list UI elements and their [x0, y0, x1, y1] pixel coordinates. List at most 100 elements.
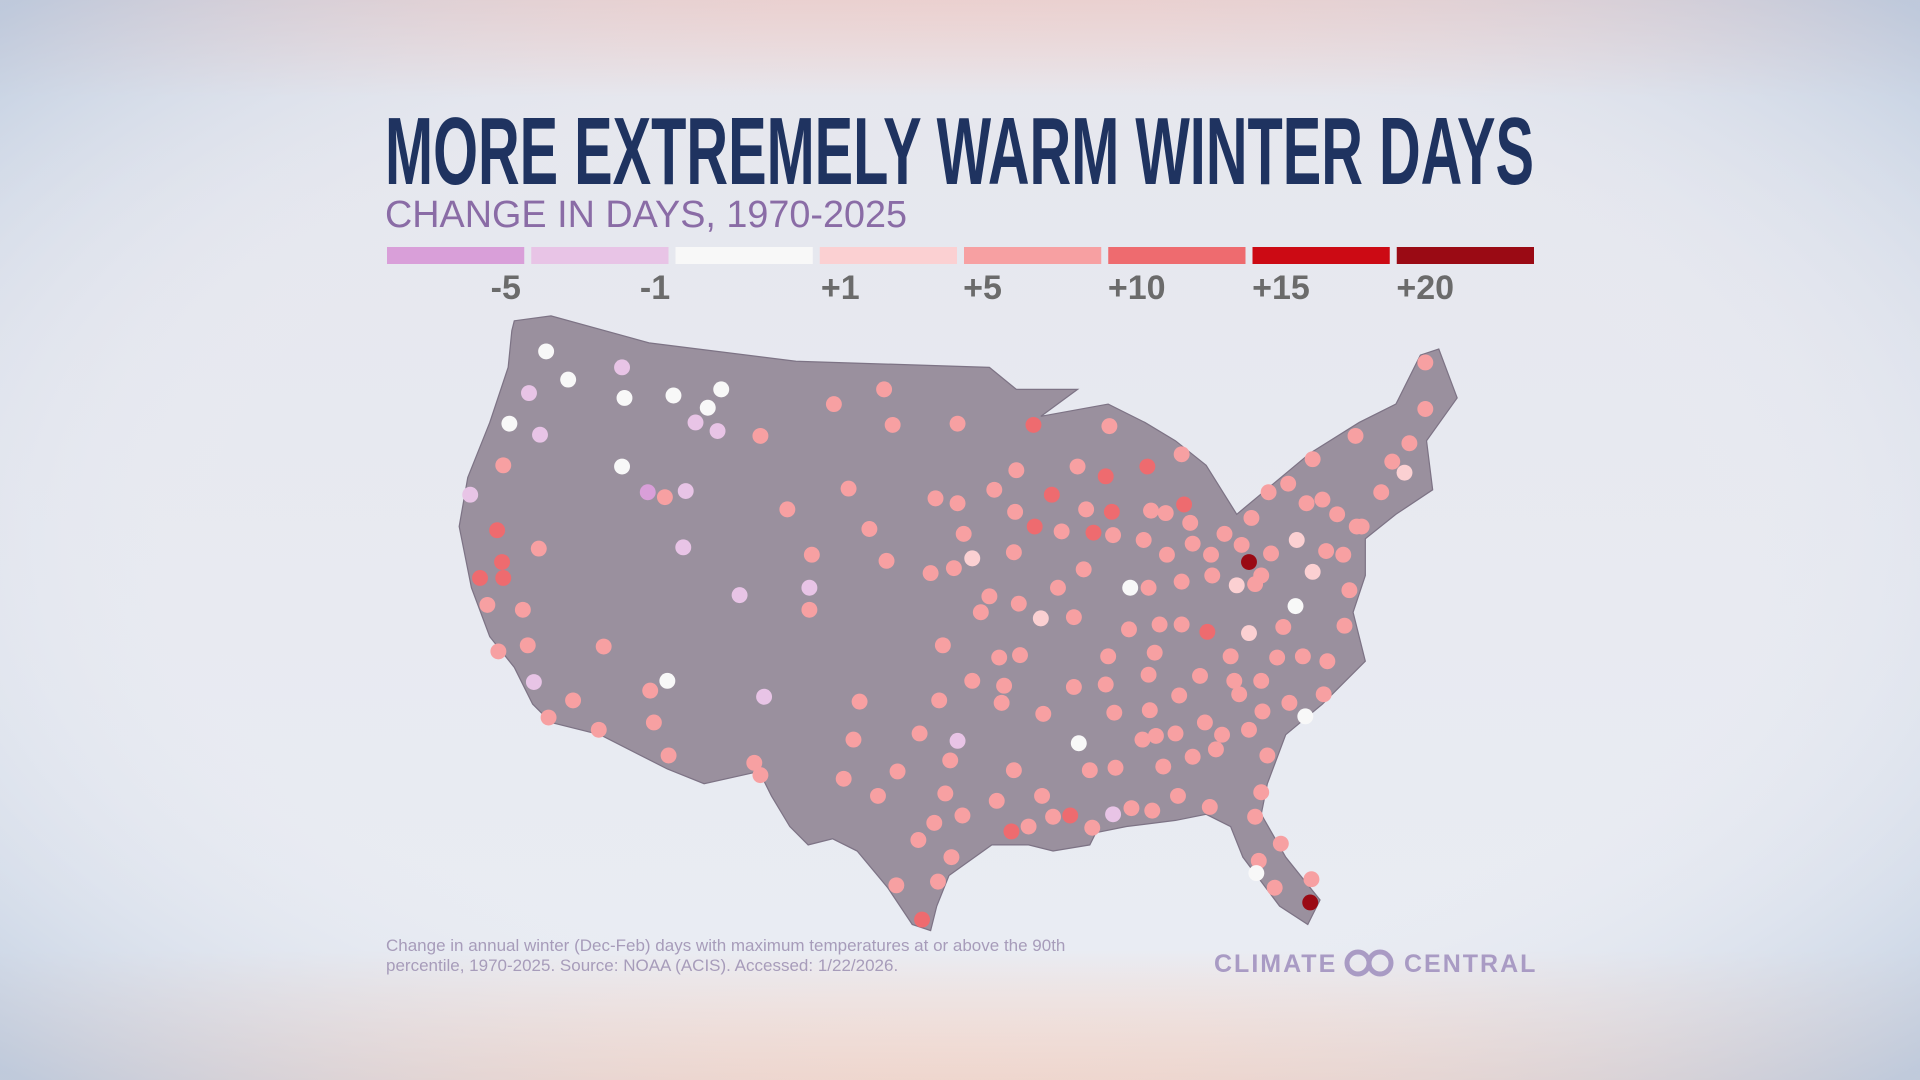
legend: -5 -1 +1 +5 +10 +15 +20: [387, 247, 1534, 307]
station-dot: [1233, 536, 1250, 553]
station-dot: [1184, 748, 1201, 765]
station-dot: [964, 550, 981, 567]
station-dot: [1075, 561, 1092, 578]
station-dot: [1155, 758, 1172, 775]
legend-label: +1: [821, 269, 860, 307]
station-dot: [931, 692, 948, 709]
station-dot: [752, 767, 769, 784]
station-dot: [1167, 725, 1184, 742]
station-dot: [845, 731, 862, 748]
station-dot: [1302, 894, 1319, 911]
legend-label: -1: [640, 269, 670, 307]
legend-label: +10: [1108, 269, 1166, 307]
station-dot: [1182, 514, 1199, 531]
station-dot: [801, 601, 818, 618]
station-dot: [1203, 546, 1219, 563]
station-dot: [1139, 458, 1156, 475]
station-dot: [876, 381, 893, 398]
station-dot: [1062, 807, 1079, 824]
station-dot: [1065, 678, 1082, 695]
station-dot: [1140, 666, 1157, 683]
station-dot: [1146, 644, 1163, 661]
station-dot: [801, 579, 818, 596]
station-dot: [1335, 546, 1352, 563]
station-dot: [1303, 871, 1320, 888]
station-dot: [731, 587, 748, 604]
station-dot: [1384, 453, 1401, 470]
station-dot: [1241, 554, 1257, 571]
station-dot: [1319, 653, 1336, 670]
station-dot: [1259, 747, 1276, 764]
station-dot: [532, 426, 548, 443]
station-dot: [642, 682, 659, 699]
station-dot: [479, 596, 496, 613]
legend-swatch: [387, 247, 525, 264]
station-dot: [1263, 545, 1279, 562]
station-dot: [1084, 819, 1101, 836]
station-dot: [991, 649, 1008, 666]
station-dot: [851, 693, 868, 710]
station-dot: [1100, 648, 1117, 665]
station-dot: [1010, 595, 1027, 612]
station-dot: [870, 787, 886, 804]
station-dot: [1101, 418, 1118, 435]
station-dot: [1288, 532, 1305, 548]
station-dot: [1105, 527, 1122, 544]
station-dot: [1144, 802, 1161, 819]
station-dot: [1141, 702, 1158, 719]
station-dot: [1085, 524, 1102, 541]
station-dot: [489, 522, 506, 539]
station-dot: [1012, 647, 1028, 664]
station-dot: [645, 714, 662, 731]
station-dot: [1294, 648, 1311, 665]
station-dot: [1025, 416, 1042, 433]
station-dot: [665, 387, 682, 404]
station-dot: [1204, 567, 1221, 584]
station-dot: [1247, 576, 1264, 593]
legend-swatch: [819, 247, 957, 264]
station-dot: [996, 677, 1013, 694]
station-dot: [1173, 446, 1190, 463]
station-dot: [949, 415, 966, 432]
legend-swatch: [531, 247, 669, 264]
footnote: Change in annual winter (Dec-Feb) days w…: [386, 936, 1065, 955]
station-dot: [1097, 676, 1114, 693]
station-dot: [490, 643, 507, 660]
station-dot: [1253, 784, 1270, 801]
legend-swatch: [1108, 247, 1246, 264]
station-dot: [1226, 672, 1243, 689]
station-dot: [1298, 495, 1315, 512]
station-dot: [1417, 401, 1434, 417]
station-dot: [878, 552, 895, 569]
station-dot: [1140, 579, 1157, 596]
station-dot: [1143, 502, 1159, 519]
station-dot: [1250, 852, 1267, 869]
station-dot: [595, 638, 612, 655]
station-dot: [1192, 667, 1208, 684]
station-dot: [560, 371, 577, 388]
station-dot: [1347, 427, 1364, 444]
station-dot: [1050, 579, 1066, 596]
station-dot: [530, 540, 547, 557]
station-dot: [1171, 687, 1188, 704]
footnote: percentile, 1970-2025. Source: NOAA (ACI…: [386, 956, 898, 975]
station-dot: [1201, 798, 1218, 815]
station-dot: [972, 604, 989, 621]
station-dot: [514, 601, 531, 618]
legend-swatch: [964, 247, 1102, 264]
station-dot: [660, 747, 677, 764]
station-dot: [1157, 505, 1174, 522]
station-dot: [1199, 623, 1216, 640]
station-dot: [1336, 617, 1353, 634]
station-dot: [713, 381, 730, 398]
station-dot: [949, 732, 966, 749]
station-dot: [1123, 800, 1140, 817]
station-dot: [955, 525, 972, 542]
station-dot: [1173, 616, 1190, 633]
station-dot: [699, 399, 716, 416]
station-dot: [1341, 582, 1358, 599]
station-dot: [1184, 535, 1201, 552]
station-dot: [930, 873, 946, 890]
station-dot: [1243, 510, 1260, 526]
